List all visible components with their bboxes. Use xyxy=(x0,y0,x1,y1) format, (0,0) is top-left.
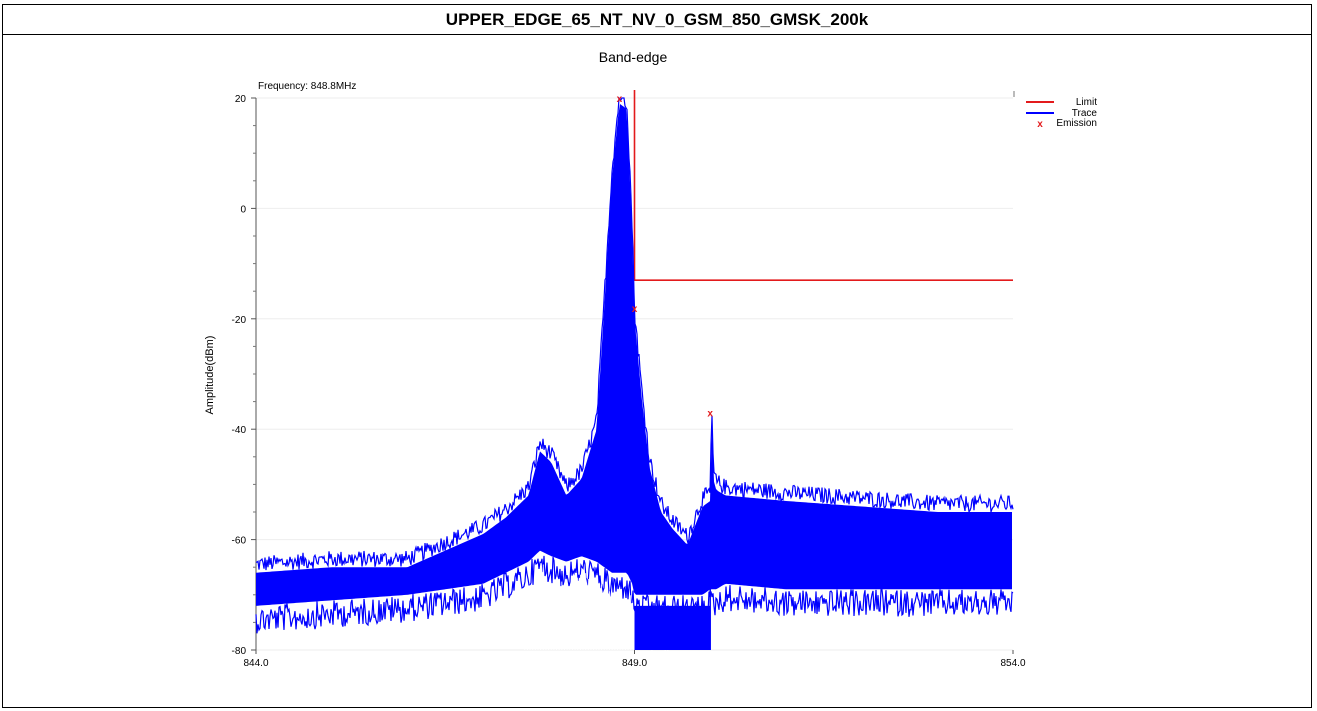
legend-emission-label: Emission xyxy=(1056,118,1097,129)
y-tick-label: -20 xyxy=(232,315,247,326)
legend-limit-label: Limit xyxy=(1076,97,1097,108)
emission-marker: x xyxy=(617,94,623,105)
legend-emission-marker: x xyxy=(1037,119,1043,130)
x-tick-label: 849.0 xyxy=(622,658,647,669)
y-tick-label: 0 xyxy=(240,204,246,215)
legend: Limit Trace x Emission xyxy=(1013,91,1098,130)
series-layer: x x x xyxy=(255,90,1014,664)
emission-marker: x xyxy=(632,304,638,315)
trace-series xyxy=(255,96,1014,664)
y-tick-label: -80 xyxy=(232,646,247,657)
report-frame: UPPER_EDGE_65_NT_NV_0_GSM_850_GMSK_200k xyxy=(2,4,1312,708)
trace-upper-edge xyxy=(255,96,1014,571)
emission-marker: x xyxy=(707,409,713,420)
limit-line xyxy=(633,90,1013,281)
y-tick-label: -40 xyxy=(232,425,247,436)
legend-trace-label: Trace xyxy=(1072,108,1098,119)
x-ticks: 844.0 849.0 854.0 xyxy=(243,650,1026,669)
test-case-title: UPPER_EDGE_65_NT_NV_0_GSM_850_GMSK_200k xyxy=(3,5,1311,35)
x-tick-label: 854.0 xyxy=(1000,658,1025,669)
y-axis-label: Amplitude(dBm) xyxy=(204,336,216,415)
y-tick-label: 20 xyxy=(235,94,247,105)
chart-title: Band-edge xyxy=(599,49,668,65)
y-ticks: 20 0 -20 -40 -60 -80 xyxy=(232,94,256,657)
frequency-annotation: Frequency: 848.8MHz xyxy=(258,81,356,92)
x-tick-label: 844.0 xyxy=(243,658,268,669)
trace-band xyxy=(256,103,1012,606)
trace-floor-fill xyxy=(634,605,711,650)
y-tick-label: -60 xyxy=(232,536,247,547)
